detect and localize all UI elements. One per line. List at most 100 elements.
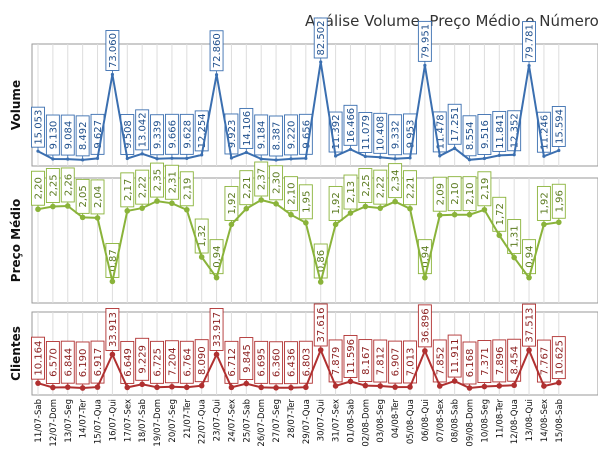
data-point (362, 382, 369, 389)
value-label: 1,96 (554, 190, 565, 212)
value-label-box (328, 339, 343, 383)
value-label-box (388, 163, 403, 199)
value-label-box (135, 169, 150, 205)
value-label: 2,30 (272, 172, 283, 194)
x-tick-label: 04/08-Ter (391, 399, 401, 439)
value-label-box (224, 185, 239, 221)
value-label-box (373, 339, 388, 383)
value-label: 9.084 (63, 121, 74, 150)
value-label-box (269, 341, 284, 385)
value-label: 11.392 (331, 115, 342, 150)
x-tick-label: 14/08-Sex (540, 399, 550, 442)
value-label-box (224, 340, 239, 384)
value-label: 17.251 (450, 107, 461, 142)
data-point (154, 198, 160, 204)
value-label: 10.625 (554, 340, 565, 375)
x-tick-label: 13/07-Seg (64, 399, 74, 443)
data-point (393, 157, 397, 161)
data-point (556, 219, 562, 226)
value-label: 9.656 (301, 120, 312, 149)
value-label-box (403, 170, 417, 206)
x-tick-label: 13/08-Qui (525, 399, 535, 441)
data-point (467, 158, 472, 162)
value-label: 8.387 (272, 122, 283, 151)
panel-ylabel-clientes: Clientes (9, 326, 23, 381)
data-point (377, 383, 384, 389)
x-tick-label: 09/08-Dom (466, 399, 476, 447)
data-point (303, 220, 309, 226)
value-label: 2,25 (48, 174, 59, 196)
value-label-box (522, 303, 536, 347)
value-label: 6.168 (465, 349, 476, 378)
data-point (317, 279, 324, 285)
value-label: 6.725 (153, 348, 164, 377)
x-tick-label: 22/07-Qua (198, 399, 208, 444)
value-label: 2,17 (123, 179, 134, 201)
x-tick-label: 26/07-Dom (257, 399, 267, 447)
x-tick-label: 07/08-Sex (436, 399, 446, 442)
value-label-box (284, 341, 298, 385)
value-label: 82.502 (316, 21, 327, 56)
x-tick-label: 15/08-Sab (555, 399, 565, 443)
data-point (243, 380, 250, 387)
x-tick-label: 02/08-Dom (361, 399, 371, 447)
x-tick-label: 12/07-Dom (49, 399, 59, 447)
data-point (423, 63, 427, 67)
value-label: 16.466 (346, 108, 357, 143)
value-label-box (298, 340, 313, 384)
data-point (154, 384, 160, 391)
value-label-box (373, 169, 388, 205)
value-label-box (358, 168, 373, 203)
data-point (244, 150, 248, 155)
data-point (422, 348, 428, 354)
panel-volume: Volume 15.053 9.130 9.084 8.492 9.627 73.060 9.… (9, 17, 598, 167)
value-label-box (403, 340, 417, 384)
x-tick-label: 17/07-Sex (123, 399, 133, 442)
data-point (541, 221, 547, 228)
value-label-box (254, 161, 269, 197)
value-label: 9.339 (153, 120, 164, 149)
data-point (482, 156, 486, 161)
value-label-box (60, 167, 75, 203)
data-point (496, 232, 503, 239)
value-label: 11.079 (361, 115, 372, 150)
value-label: 0,87 (108, 249, 119, 271)
data-point (497, 153, 501, 158)
data-point (213, 351, 220, 358)
data-point (79, 385, 86, 391)
data-point (213, 274, 220, 281)
value-label: 9.628 (182, 120, 193, 149)
value-label: 7.371 (480, 347, 491, 376)
value-label: 2,22 (376, 176, 387, 198)
data-point (334, 154, 338, 158)
value-label: 2,10 (286, 183, 297, 205)
value-label-box (343, 174, 358, 210)
value-label-box (447, 176, 462, 212)
value-label: 2,09 (435, 183, 446, 205)
value-label-box (254, 340, 269, 384)
data-point (511, 382, 517, 389)
value-label: 11.911 (450, 339, 461, 374)
data-point (273, 201, 279, 207)
value-label: 6.649 (123, 348, 134, 377)
data-point (139, 205, 145, 211)
value-label-box (343, 334, 358, 378)
value-label-box (551, 183, 566, 219)
data-point (124, 384, 131, 391)
data-point (36, 149, 40, 153)
value-label: 12.254 (197, 113, 208, 148)
data-point (332, 383, 339, 389)
value-label: 37.616 (316, 308, 327, 343)
value-label-box (105, 30, 120, 71)
value-label: 15.053 (34, 110, 45, 145)
value-label: 79.781 (525, 24, 536, 59)
value-label-box (358, 111, 373, 153)
data-point (139, 381, 145, 388)
value-labels-clientes: 10.164 6.570 6.844 6.190 6.917 33.913 6.649 9.2… (31, 303, 566, 388)
data-point (289, 157, 293, 161)
value-label: 8.454 (510, 346, 521, 375)
value-label-box (358, 339, 373, 383)
data-point (556, 379, 562, 386)
value-label: 9.508 (123, 120, 134, 149)
value-label-box (90, 340, 105, 384)
